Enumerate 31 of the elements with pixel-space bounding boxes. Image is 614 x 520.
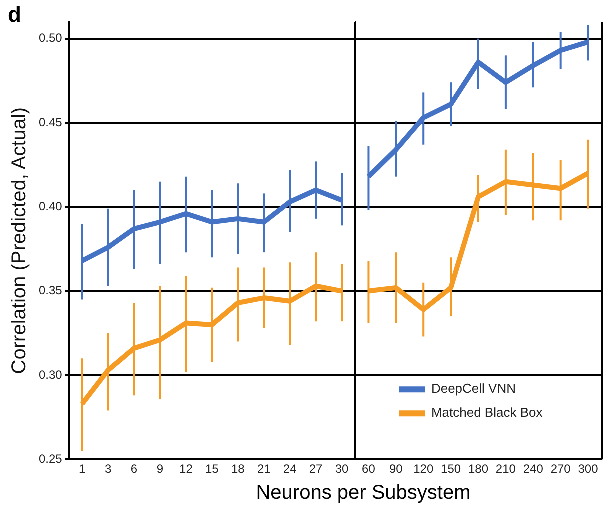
x-tick-label: 6 [130,462,138,476]
x-tick-label: 180 [468,462,489,476]
y-tick-label: 0.40 [38,199,63,214]
x-axis-title: Neurons per Subsystem [255,482,472,505]
x-tick-label: 300 [578,462,599,476]
x-tick-label: 12 [180,462,194,476]
y-axis-title: Correlation (Predicted, Actual) [8,107,31,374]
y-tick-label: 0.25 [38,452,63,466]
x-tick-label: 9 [156,462,164,476]
x-tick-label: 15 [206,462,220,476]
y-tick-label: 0.45 [38,115,63,130]
chart-title: d [8,2,22,28]
x-tick-label: 120 [414,462,434,476]
legend-label: DeepCell VNN [431,381,516,396]
x-tick-label: 30 [335,462,350,476]
x-tick-label: 240 [523,462,544,476]
x-tick-label: 24 [283,462,298,476]
x-tick-label: 150 [441,462,462,476]
x-tick-label: 3 [104,462,112,476]
y-tick-label: 0.30 [38,368,63,382]
x-tick-label: 21 [257,462,272,476]
legend-label: Matched Black Box [431,405,544,420]
y-tick-label: 0.35 [38,284,63,298]
x-tick-label: 90 [389,462,404,476]
x-tick-label: 210 [496,462,516,476]
x-tick-label: 18 [231,462,246,476]
y-tick-label: 0.50 [38,31,63,46]
x-tick-label: 60 [362,462,376,476]
x-tick-label: 1 [78,462,86,476]
x-tick-label: 270 [550,462,572,476]
x-tick-label: 27 [309,462,324,476]
